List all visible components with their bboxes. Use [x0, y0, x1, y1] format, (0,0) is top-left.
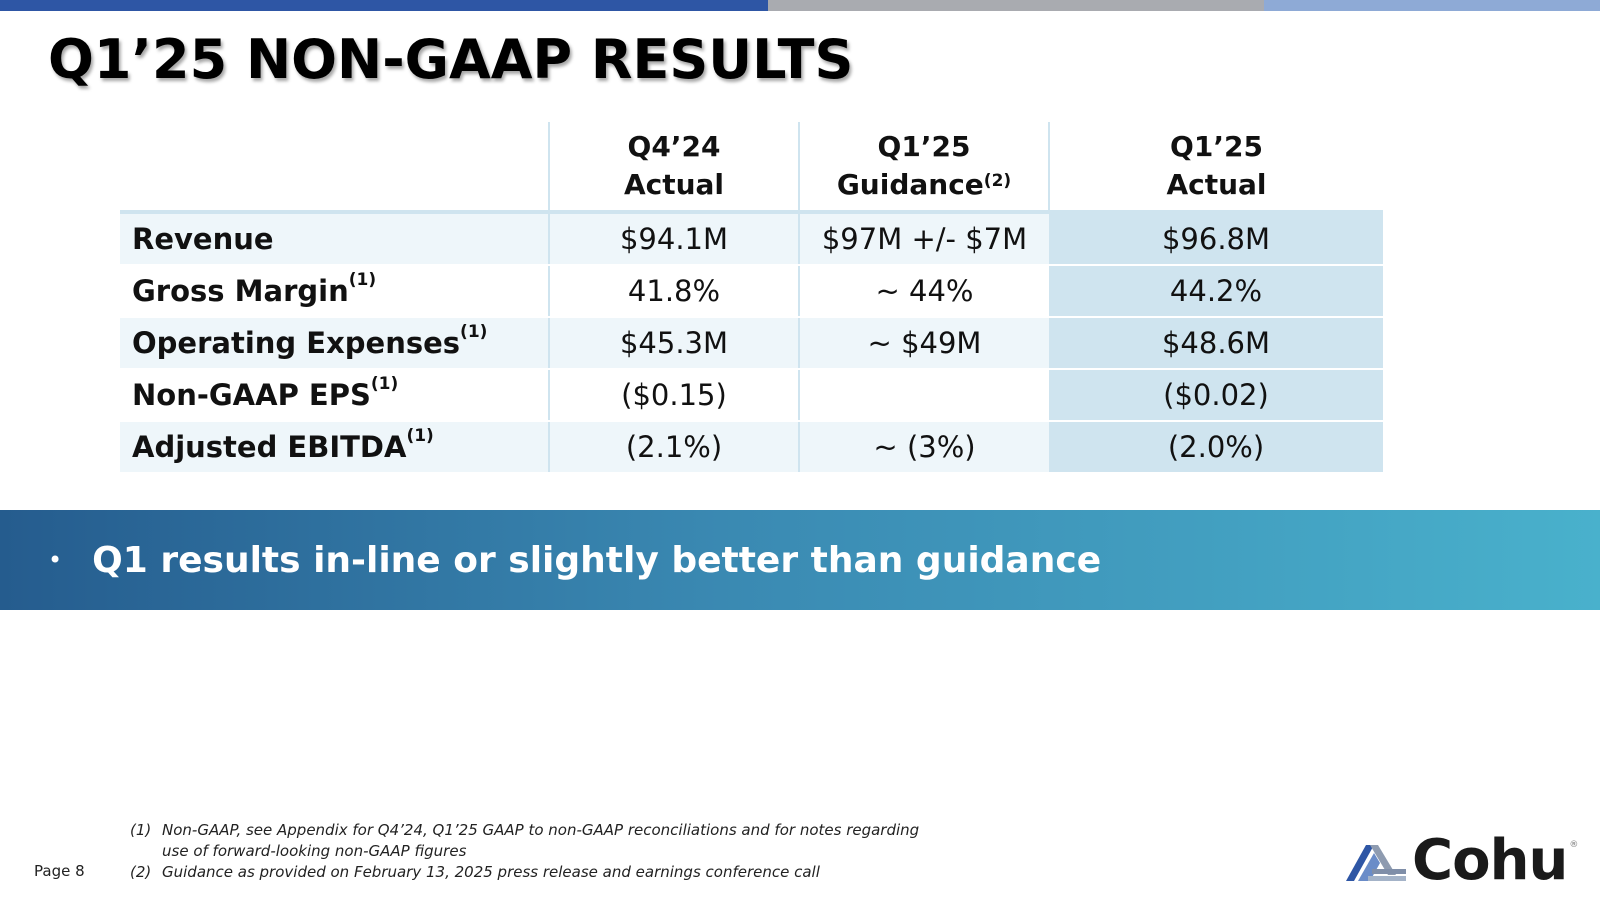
cell-q1-actual: $96.8M [1049, 212, 1383, 266]
cohu-logo-icon [1346, 844, 1406, 881]
cell-q4-actual: (2.1%) [549, 421, 800, 474]
row-label: Non-GAAP EPS(1) [120, 369, 550, 422]
cell-q1-actual: $48.6M [1049, 317, 1383, 370]
table-row: Non-GAAP EPS(1) ($0.15) ($0.02) [120, 369, 1383, 422]
summary-banner: • Q1 results in-line or slightly better … [0, 510, 1600, 610]
top-bar-blue-segment [0, 0, 768, 11]
row-label: Gross Margin(1) [120, 265, 550, 318]
cell-q1-actual: 44.2% [1049, 265, 1383, 318]
row-label: Operating Expenses(1) [120, 317, 550, 370]
footnote-number: (1) [130, 821, 152, 839]
cell-q4-actual: ($0.15) [549, 369, 800, 422]
header-q1-guidance: Q1’25 Guidance(2) [798, 122, 1049, 214]
cell-q4-actual: $94.1M [549, 212, 800, 266]
page-number: Page 8 [34, 862, 85, 880]
row-label: Adjusted EBITDA(1) [120, 421, 550, 474]
cell-q1-guidance: ~ $49M [799, 317, 1049, 370]
cohu-logo: Cohu ® [1344, 828, 1578, 893]
cell-q4-actual: 41.8% [549, 265, 800, 318]
table-row: Gross Margin(1) 41.8% ~ 44% 44.2% [120, 265, 1383, 318]
row-label: Revenue [120, 212, 550, 266]
footnote-ref: (1) [406, 426, 434, 446]
logo-wordmark: Cohu [1412, 828, 1568, 893]
table-row: Adjusted EBITDA(1) (2.1%) ~ (3%) (2.0%) [120, 421, 1383, 474]
table-row: Operating Expenses(1) $45.3M ~ $49M $48.… [120, 317, 1383, 370]
header-empty-cell [120, 122, 549, 214]
footnote-item: (1) Non-GAAP, see Appendix for Q4’24, Q1… [130, 820, 942, 862]
footnotes: (1) Non-GAAP, see Appendix for Q4’24, Q1… [130, 820, 942, 883]
top-bar-light-segment [1264, 0, 1600, 11]
footnote-item: (2) Guidance as provided on February 13,… [130, 862, 942, 883]
cell-q1-guidance: $97M +/- $7M [799, 212, 1049, 266]
cell-q4-actual: $45.3M [549, 317, 800, 370]
cell-q1-guidance: ~ 44% [799, 265, 1049, 318]
top-bar-gray-segment [768, 0, 1264, 11]
footnote-ref: (1) [370, 374, 399, 394]
cell-q1-guidance [799, 369, 1049, 422]
top-accent-bar [0, 0, 1600, 11]
footnote-number: (2) [130, 863, 152, 881]
table-row: Revenue $94.1M $97M +/- $7M $96.8M [120, 212, 1383, 266]
cell-q1-actual: ($0.02) [1049, 369, 1383, 422]
page-title: Q1’25 NON-GAAP RESULTS [48, 28, 854, 91]
footnote-ref: (1) [460, 322, 488, 342]
table-header-row: Q4’24 Actual Q1’25 Guidance(2) Q1’25 Act… [120, 122, 1383, 214]
header-q4-actual: Q4’24 Actual [548, 122, 799, 214]
results-table: Q4’24 Actual Q1’25 Guidance(2) Q1’25 Act… [120, 122, 1383, 474]
bullet-icon: • [48, 546, 63, 574]
registered-mark: ® [1569, 840, 1579, 850]
footnote-ref: (1) [348, 270, 377, 290]
header-q1-actual: Q1’25 Actual [1048, 122, 1383, 214]
cell-q1-guidance: ~ (3%) [799, 421, 1049, 474]
footnote-ref: (2) [983, 171, 1012, 191]
cell-q1-actual: (2.0%) [1049, 421, 1383, 474]
footnote-text: Guidance as provided on February 13, 202… [162, 863, 820, 881]
footnote-text: Non-GAAP, see Appendix for Q4’24, Q1’25 … [162, 821, 920, 860]
summary-text: Q1 results in-line or slightly better th… [92, 539, 1102, 581]
